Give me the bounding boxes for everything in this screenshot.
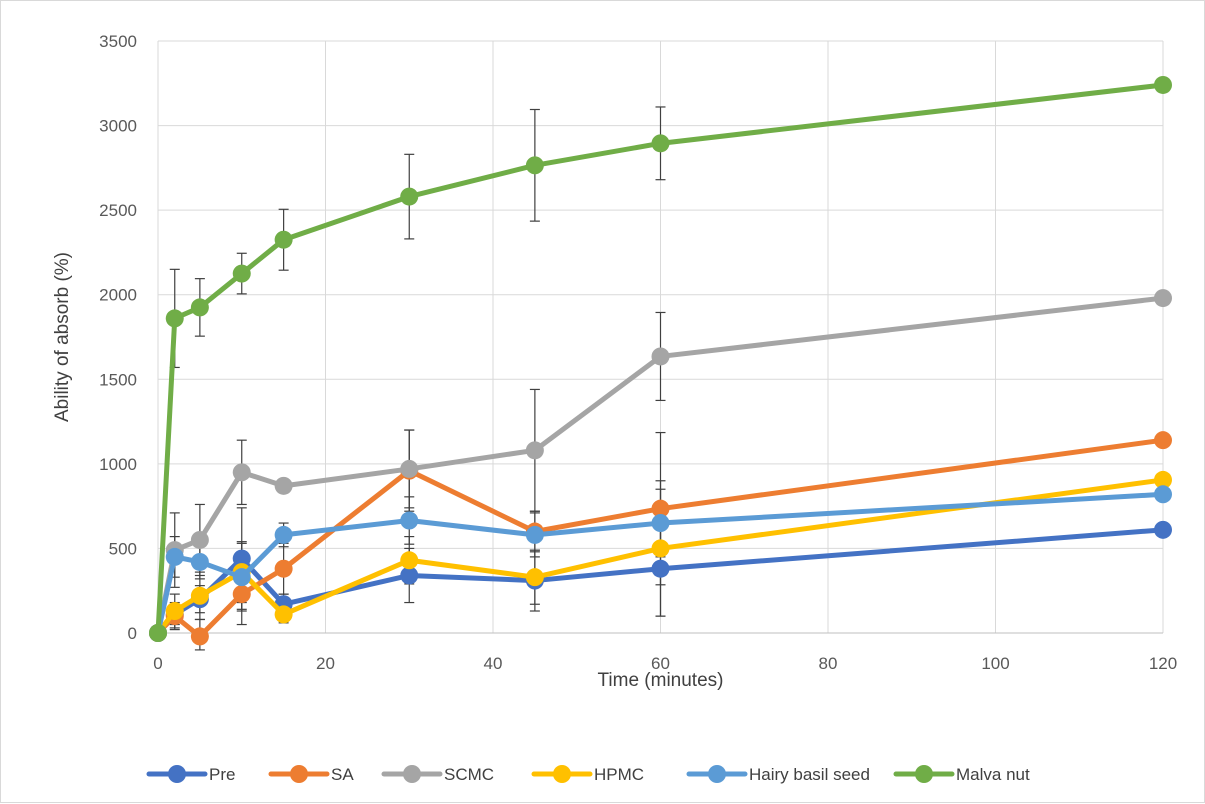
data-point — [149, 624, 167, 642]
data-point — [652, 347, 670, 365]
legend-swatch-marker — [553, 765, 571, 783]
data-point — [1154, 289, 1172, 307]
data-point — [191, 531, 209, 549]
data-point — [400, 460, 418, 478]
data-point — [233, 568, 251, 586]
x-tick-label: 100 — [981, 654, 1009, 673]
legend: Pre SA SCMC HPMC Hairy basil seed Malva nut — [149, 765, 1030, 784]
data-point — [166, 602, 184, 620]
legend-label: Pre — [209, 765, 235, 784]
legend-label: SA — [331, 765, 354, 784]
legend-item: HPMC — [534, 765, 644, 784]
data-point — [1154, 485, 1172, 503]
y-axis-ticks: 0 500 1000 1500 2000 2500 3000 3500 — [99, 32, 137, 643]
x-tick-label: 20 — [316, 654, 335, 673]
y-tick-label: 1000 — [99, 455, 137, 474]
data-point — [526, 568, 544, 586]
data-point — [652, 514, 670, 532]
data-point — [191, 553, 209, 571]
legend-swatch-marker — [403, 765, 421, 783]
data-point — [652, 560, 670, 578]
legend-item: Malva nut — [896, 765, 1030, 784]
data-point — [652, 134, 670, 152]
legend-item: SCMC — [384, 765, 494, 784]
legend-label: Hairy basil seed — [749, 765, 870, 784]
data-point — [275, 605, 293, 623]
data-point — [275, 560, 293, 578]
data-point — [400, 188, 418, 206]
y-tick-label: 1500 — [99, 370, 137, 389]
x-axis-title: Time (minutes) — [598, 670, 724, 691]
data-point — [233, 463, 251, 481]
y-tick-label: 2000 — [99, 286, 137, 305]
data-point — [526, 441, 544, 459]
data-point — [166, 548, 184, 566]
data-point — [652, 539, 670, 557]
data-point — [191, 627, 209, 645]
legend-item: Pre — [149, 765, 235, 784]
legend-item: SA — [271, 765, 354, 784]
legend-label: HPMC — [594, 765, 644, 784]
data-point — [166, 309, 184, 327]
data-point — [191, 587, 209, 605]
legend-item: Hairy basil seed — [689, 765, 870, 784]
data-point — [1154, 76, 1172, 94]
y-tick-label: 0 — [128, 624, 137, 643]
legend-label: SCMC — [444, 765, 494, 784]
x-tick-label: 0 — [153, 654, 162, 673]
data-point — [191, 298, 209, 316]
data-point — [400, 512, 418, 530]
data-point — [275, 526, 293, 544]
x-tick-label: 120 — [1149, 654, 1177, 673]
legend-swatch-marker — [708, 765, 726, 783]
data-point — [1154, 521, 1172, 539]
data-point — [233, 265, 251, 283]
y-tick-label: 3000 — [99, 117, 137, 136]
data-point — [400, 551, 418, 569]
x-tick-label: 80 — [819, 654, 838, 673]
x-tick-label: 40 — [484, 654, 503, 673]
data-point — [275, 477, 293, 495]
y-tick-label: 2500 — [99, 201, 137, 220]
legend-swatch-marker — [168, 765, 186, 783]
legend-swatch-marker — [915, 765, 933, 783]
legend-label: Malva nut — [956, 765, 1030, 784]
y-tick-label: 3500 — [99, 32, 137, 51]
y-tick-label: 500 — [109, 539, 137, 558]
y-axis-title: Ability of absorb (%) — [52, 252, 73, 422]
data-point — [275, 231, 293, 249]
data-point — [526, 156, 544, 174]
data-point — [526, 526, 544, 544]
legend-swatch-marker — [290, 765, 308, 783]
data-point — [1154, 431, 1172, 449]
data-point — [233, 585, 251, 603]
